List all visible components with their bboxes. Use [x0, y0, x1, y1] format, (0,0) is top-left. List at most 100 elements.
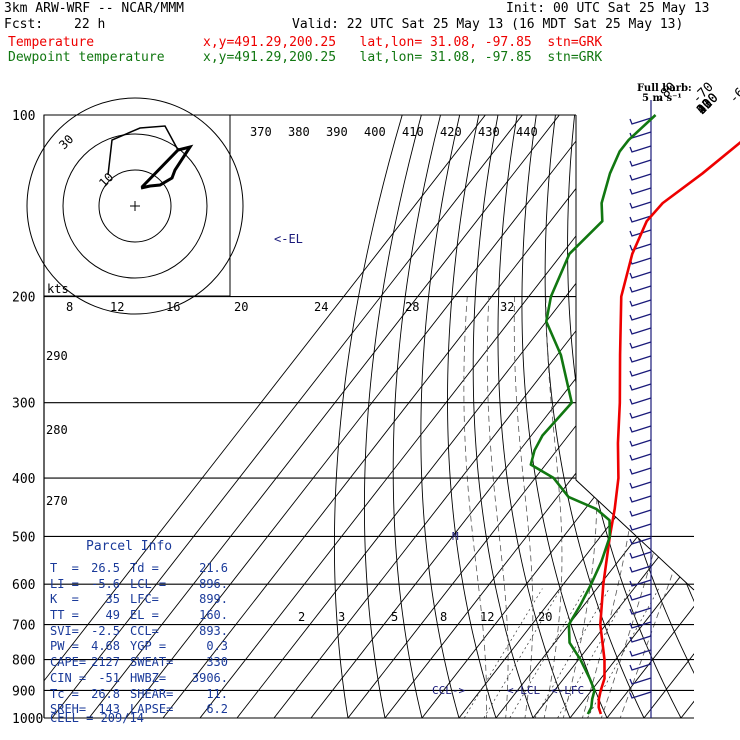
parcel-info-value: 26.8 [91, 686, 120, 701]
hodograph-speed-label: 28 [405, 300, 419, 314]
barb-legend-unit: 5 m s⁻¹ [642, 93, 682, 104]
dry-adiabat [363, 115, 430, 718]
isotherm [522, 115, 694, 718]
temperature-tick-label: -60 [727, 80, 740, 107]
valid-time: Valid: 22 UTC Sat 25 May 13 (16 MDT Sat … [292, 17, 684, 32]
parcel-info-key: SHEAR= [130, 686, 174, 701]
temperature-profile [597, 141, 740, 715]
mixing-ratio-line [476, 588, 562, 718]
parcel-info-row: CAPE= 2127 SWEAT= 330 [50, 655, 234, 671]
parcel-info-value: -2.5 [91, 623, 120, 638]
wind-barb [629, 327, 652, 335]
wind-barb [629, 397, 652, 405]
pressure-tick-label: 1000 [12, 712, 43, 727]
theta-label: 370 [250, 125, 272, 139]
dry-adiabat [726, 87, 740, 730]
wind-barb [629, 215, 652, 223]
pressure-tick-label: 600 [12, 578, 35, 593]
hodograph-speed-label: 8 [66, 300, 73, 314]
parcel-info-row: SREH= 143 LAPSE= 6.2 [50, 702, 234, 718]
pressure-tick-label: 500 [12, 530, 35, 545]
wind-barb [629, 369, 652, 377]
parcel-info-key: CIN = [50, 670, 87, 685]
wind-barb [629, 257, 652, 265]
parcel-info-key: PW = [50, 639, 79, 654]
parcel-info-row: Tc = 26.8 SHEAR= 11. [50, 687, 234, 703]
parcel-info-title: Parcel Info [86, 539, 173, 554]
moist-adiabat [463, 296, 488, 718]
theta-label: 270 [46, 494, 68, 508]
hodograph-speed-label: 16 [166, 300, 180, 314]
parcel-info-value: -51 [98, 670, 120, 685]
wind-barb [629, 201, 652, 209]
wind-barb [629, 271, 652, 279]
init-time: Init: 00 UTC Sat 25 May 13 [506, 1, 710, 16]
parcel-info-value: 899. [199, 592, 228, 607]
isotherm [596, 115, 694, 718]
parcel-info-key: Td = [130, 561, 159, 575]
wind-barb [629, 593, 652, 601]
parcel-info-value: 21.6 [199, 561, 228, 575]
hodograph-speed-label: 24 [314, 300, 328, 314]
dry-adiabat [392, 115, 449, 718]
isotherm [115, 115, 619, 718]
theta-label: 280 [46, 423, 68, 437]
parcel-info-panel: Parcel Info T = 26.5 Td = 21.6 LI = -5.6 LCL =… [44, 537, 234, 729]
parcel-info-key: SREH= [50, 702, 87, 717]
dry-adiabat [472, 115, 539, 718]
mixing-ratio-label: 20 [538, 610, 552, 624]
ccl-marker: CCL-> [432, 684, 465, 697]
pressure-tick-label: 900 [12, 684, 35, 699]
dry-adiabat [630, 115, 694, 718]
pressure-tick-label: 100 [12, 109, 35, 124]
parcel-info-value: 0.3 [206, 639, 228, 654]
parcel-info-row: K = 35 LFC= 899. [50, 592, 234, 608]
theta-label: 290 [46, 349, 68, 363]
parcel-info-value: 330 [206, 655, 228, 670]
parcel-info-value: 893. [199, 623, 228, 638]
wind-barb [629, 635, 652, 643]
parcel-info-row: T = 26.5 Td = 21.6 [50, 561, 234, 577]
parcel-info-value: 160. [199, 608, 228, 623]
mixing-ratio-label: 12 [480, 610, 494, 624]
parcel-info-key: SVI= [50, 623, 79, 638]
moist-adiabat [596, 296, 693, 718]
parcel-cell: CELL = 209/14 [50, 711, 144, 725]
plot-frame-right [575, 115, 695, 591]
lfc-marker: <-LFC [551, 684, 584, 697]
moist-adiabat [615, 296, 694, 718]
hodograph-speed-label: 12 [110, 300, 124, 314]
parcel-info-key: Tc = [50, 686, 79, 701]
hodograph-speed-label: 20 [234, 300, 248, 314]
parcel-info-key: LAPSE= [130, 702, 174, 717]
mixing-ratio-line [527, 588, 610, 718]
parcel-info-value: 11. [206, 686, 228, 701]
parcel-info-value: 35 [105, 592, 120, 607]
parcel-info-table: T = 26.5 Td = 21.6 LI = -5.6 LCL = 896. K = 35 LFC… [50, 561, 234, 718]
pressure-tick-label: 800 [12, 654, 35, 669]
hodograph-ring [62, 133, 208, 279]
parcel-info-row: LI = -5.6 LCL = 896. [50, 577, 234, 593]
wind-barb [629, 285, 652, 293]
theta-label: 380 [288, 125, 310, 139]
parcel-info-key: SWEAT= [130, 655, 174, 670]
isotherm [189, 115, 693, 718]
parcel-info-key: TT = [50, 608, 79, 623]
parcel-info-key: LI = [50, 576, 79, 591]
el-marker: <-EL [274, 232, 303, 246]
hodograph-trace [140, 144, 194, 190]
parcel-info-value: 6.2 [206, 702, 228, 717]
parcel-info-value: -5.6 [91, 576, 120, 591]
isotherm [337, 115, 694, 718]
pressure-tick-label: 300 [12, 397, 35, 412]
wind-barb [629, 607, 652, 615]
parcel-info-key: EL = [130, 608, 159, 623]
parcel-info-value: 49 [105, 608, 120, 623]
wind-barb [629, 537, 652, 545]
parcel-info-key: HWBZ= [130, 670, 167, 685]
model-title: 3km ARW-WRF -- NCAR/MMM [4, 1, 185, 16]
hodograph-ring [26, 97, 244, 315]
isotherm [78, 115, 582, 718]
parcel-info-row: PW = 4.68 YGP = 0.3 [50, 639, 234, 655]
wind-barb [629, 579, 652, 587]
